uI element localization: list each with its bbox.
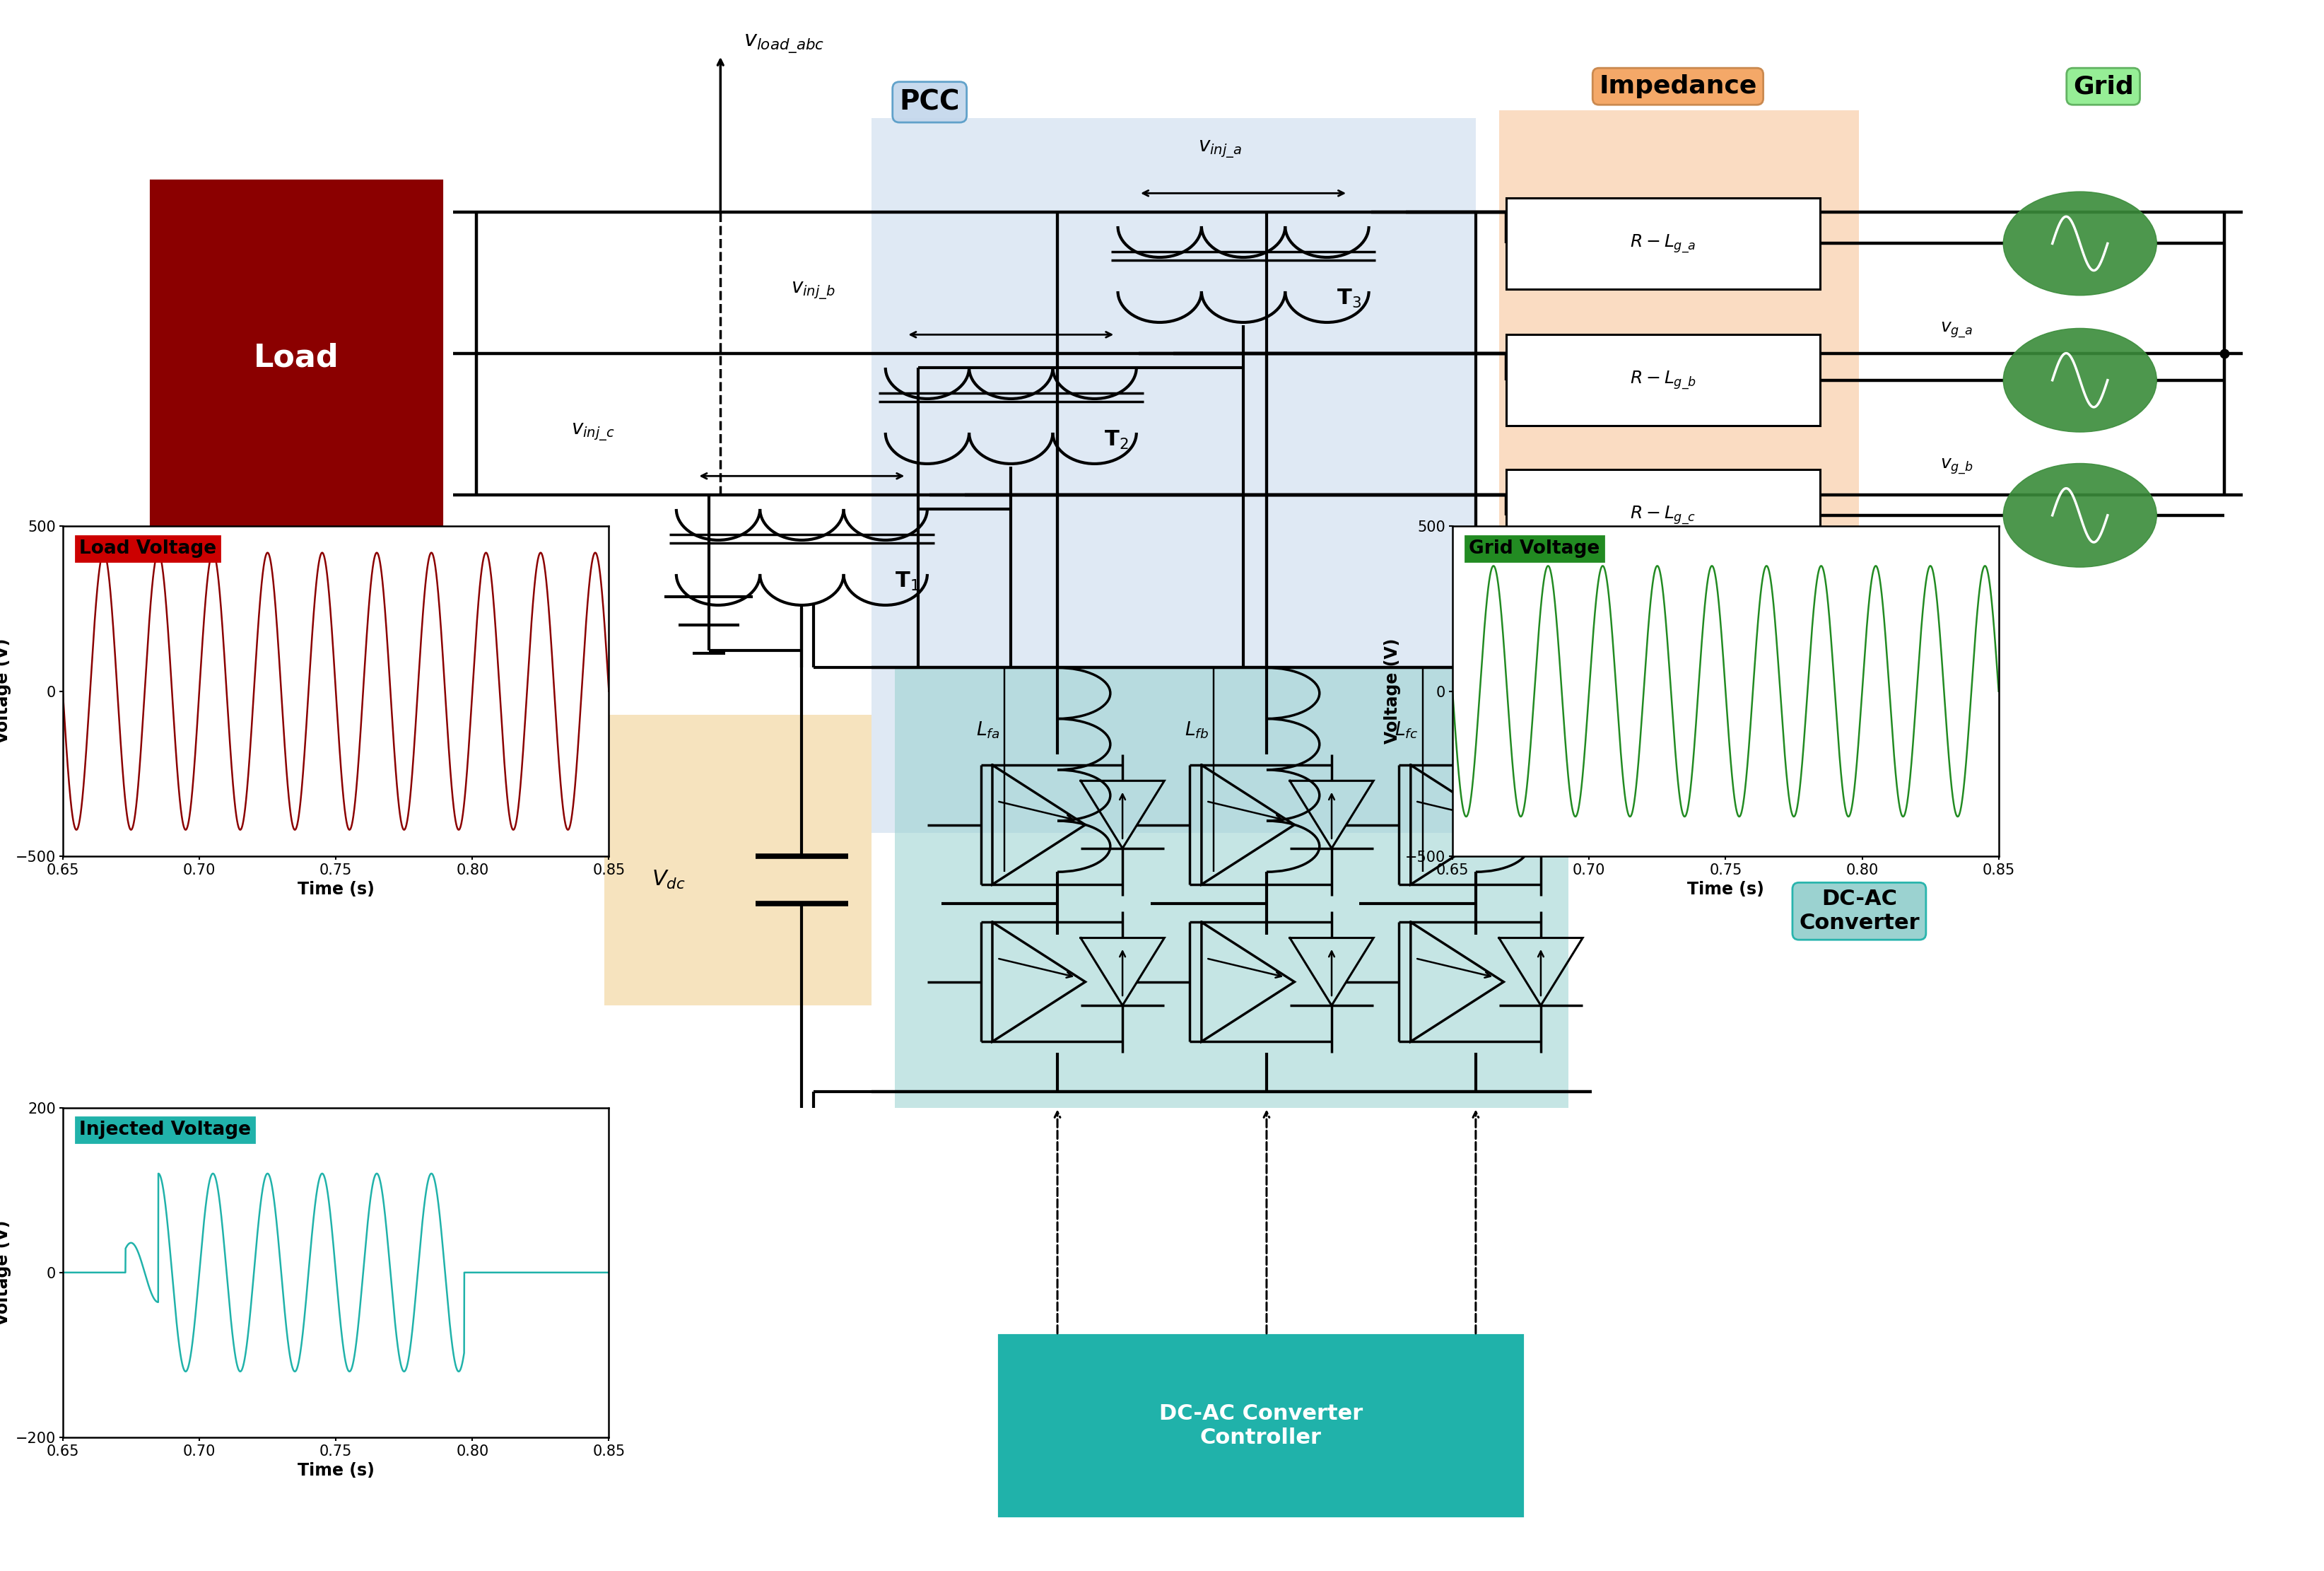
Circle shape xyxy=(2003,463,2157,567)
X-axis label: Time (s): Time (s) xyxy=(1687,881,1764,899)
Text: T$_1$: T$_1$ xyxy=(895,570,920,592)
Text: Load: Load xyxy=(253,342,339,372)
Text: $v_{inj\_b}$: $v_{inj\_b}$ xyxy=(790,280,837,302)
Text: DC-AC Converter
Controller: DC-AC Converter Controller xyxy=(1160,1403,1362,1448)
Text: $v_{inj\_c}$: $v_{inj\_c}$ xyxy=(572,421,614,443)
Text: Grid Voltage: Grid Voltage xyxy=(1469,539,1599,558)
Circle shape xyxy=(2003,328,2157,432)
Bar xyxy=(999,1335,1522,1516)
Text: $R-L_{g\_a}$: $R-L_{g\_a}$ xyxy=(1629,233,1697,255)
Circle shape xyxy=(2003,192,2157,295)
Text: PCC: PCC xyxy=(899,88,960,116)
Bar xyxy=(1506,470,1820,561)
Y-axis label: Voltage (V): Voltage (V) xyxy=(0,638,12,745)
Y-axis label: Voltage (V): Voltage (V) xyxy=(1385,638,1401,745)
Bar xyxy=(1499,110,1859,683)
Text: $v_{g\_a}$: $v_{g\_a}$ xyxy=(1941,320,1973,339)
Text: Injected Voltage: Injected Voltage xyxy=(79,1120,251,1139)
Y-axis label: Voltage (V): Voltage (V) xyxy=(0,1219,12,1326)
Text: $v_{g\_b}$: $v_{g\_b}$ xyxy=(1941,457,1973,476)
Text: T$_3$: T$_3$ xyxy=(1336,287,1362,309)
Text: $V_{dc}$: $V_{dc}$ xyxy=(651,869,686,891)
Text: Impedance: Impedance xyxy=(1599,74,1757,99)
X-axis label: Time (s): Time (s) xyxy=(297,881,374,899)
Bar xyxy=(872,118,1476,833)
Text: $R-L_{g\_b}$: $R-L_{g\_b}$ xyxy=(1629,369,1697,391)
Text: $L_{fc}$: $L_{fc}$ xyxy=(1394,721,1418,740)
Text: $v_{load\_abc}$: $v_{load\_abc}$ xyxy=(744,33,825,55)
Text: Load Voltage: Load Voltage xyxy=(79,539,216,558)
Text: $L_{fa}$: $L_{fa}$ xyxy=(976,721,999,740)
Bar xyxy=(1506,198,1820,289)
Text: $v_{inj\_a}$: $v_{inj\_a}$ xyxy=(1199,138,1241,160)
Text: Grid: Grid xyxy=(2073,74,2133,99)
Bar xyxy=(151,181,442,534)
Bar xyxy=(1506,335,1820,426)
Text: $R-L_{g\_c}$: $R-L_{g\_c}$ xyxy=(1629,504,1697,526)
Text: T$_2$: T$_2$ xyxy=(1104,429,1129,451)
Text: DC-AC
Converter: DC-AC Converter xyxy=(1799,889,1920,933)
X-axis label: Time (s): Time (s) xyxy=(297,1463,374,1480)
Text: $L_{fb}$: $L_{fb}$ xyxy=(1185,721,1208,740)
Text: $v_{g\_c}$: $v_{g\_c}$ xyxy=(1941,592,1973,611)
Bar xyxy=(895,668,1569,1108)
Bar xyxy=(604,715,872,1005)
